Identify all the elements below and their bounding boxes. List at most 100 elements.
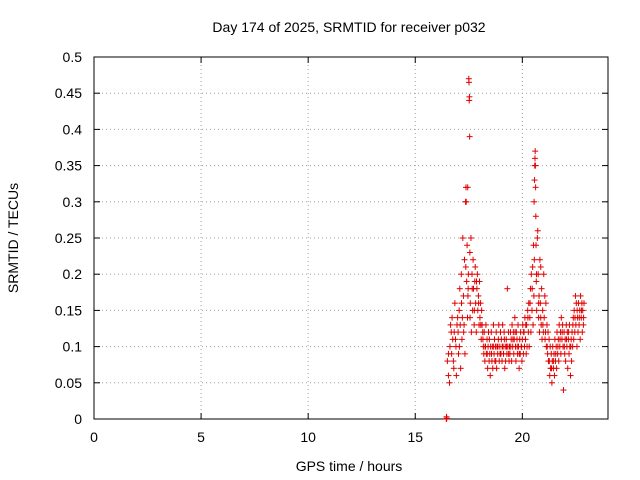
data-point: [486, 336, 493, 343]
grid-layer: [94, 57, 608, 419]
data-point: [529, 263, 536, 270]
data-point: [550, 358, 557, 365]
data-point: [530, 321, 537, 328]
data-point: [461, 256, 468, 263]
data-point: [531, 256, 538, 263]
data-point: [472, 263, 479, 270]
data-point: [562, 358, 569, 365]
data-point: [469, 271, 476, 278]
y-tick-label: 0: [74, 411, 82, 427]
data-point: [473, 278, 480, 285]
data-point: [561, 343, 568, 350]
data-point: [531, 198, 538, 205]
data-point: [523, 350, 530, 357]
data-point: [474, 271, 481, 278]
data-point: [466, 79, 473, 86]
x-tick-label: 10: [300, 429, 316, 445]
data-point: [464, 242, 471, 249]
data-point: [458, 336, 465, 343]
data-point: [467, 300, 474, 307]
y-tick-label: 0.25: [55, 230, 82, 246]
x-tick-label: 0: [90, 429, 98, 445]
data-point: [450, 365, 457, 372]
data-point: [454, 314, 461, 321]
data-point: [553, 365, 560, 372]
data-point: [504, 285, 511, 292]
data-point: [528, 271, 535, 278]
data-point: [446, 379, 453, 386]
data-point: [455, 350, 462, 357]
data-point: [566, 350, 573, 357]
data-point: [477, 321, 484, 328]
data-point: [577, 292, 584, 299]
data-point: [536, 292, 543, 299]
data-point: [478, 307, 485, 314]
data-point: [579, 329, 586, 336]
data-point: [466, 249, 473, 256]
data-point: [484, 365, 491, 372]
data-point: [456, 285, 463, 292]
data-point: [531, 155, 538, 162]
y-axis-label: SRMTID / TECUs: [5, 183, 21, 293]
data-point: [497, 350, 504, 357]
y-tick-label: 0.15: [55, 302, 82, 318]
data-point: [557, 336, 564, 343]
y-tick-label: 0.1: [63, 339, 83, 355]
data-point: [469, 285, 476, 292]
data-point: [499, 321, 506, 328]
data-point: [456, 343, 463, 350]
x-tick-label: 15: [407, 429, 423, 445]
data-point: [501, 336, 508, 343]
data-point: [467, 235, 474, 241]
data-point: [492, 358, 499, 365]
data-point: [455, 329, 462, 336]
data-point: [569, 321, 576, 328]
data-point: [476, 314, 483, 321]
data-point: [560, 387, 567, 394]
data-point: [555, 358, 562, 365]
data-point: [493, 365, 500, 372]
data-point: [479, 336, 486, 343]
data-point: [463, 198, 470, 205]
data-point: [559, 329, 566, 336]
data-point: [467, 314, 474, 321]
data-point: [487, 372, 494, 379]
y-tick-label: 0.2: [63, 266, 83, 282]
data-point: [558, 314, 565, 321]
data-point: [509, 321, 516, 328]
data-point: [473, 329, 480, 336]
data-point: [456, 307, 463, 314]
data-point: [520, 329, 527, 336]
data-point: [534, 235, 541, 241]
chart-title: Day 174 of 2025, SRMTID for receiver p03…: [212, 19, 485, 35]
data-point: [522, 321, 529, 328]
data-point: [522, 336, 529, 343]
data-point: [552, 350, 559, 357]
data-point: [548, 365, 555, 372]
data-point: [563, 336, 570, 343]
data-point: [534, 227, 541, 234]
data-point: [577, 336, 584, 343]
data-point: [449, 314, 456, 321]
data-point: [564, 365, 571, 372]
data-point: [471, 307, 478, 314]
data-point: [554, 343, 561, 350]
data-point: [443, 415, 450, 422]
data-point: [541, 292, 548, 299]
data-point: [458, 300, 465, 307]
data-point: [580, 321, 587, 328]
y-tick-label: 0.4: [63, 121, 83, 137]
data-point: [573, 343, 580, 350]
data-point: [567, 343, 574, 350]
data-point: [524, 314, 531, 321]
data-point: [533, 278, 540, 285]
data-point: [512, 358, 519, 365]
data-point: [511, 314, 518, 321]
data-point: [464, 184, 471, 191]
data-point: [444, 358, 451, 365]
data-point: [445, 350, 452, 357]
data-point: [532, 184, 539, 191]
data-point: [572, 292, 579, 299]
data-point: [459, 235, 466, 241]
data-point: [450, 358, 457, 365]
